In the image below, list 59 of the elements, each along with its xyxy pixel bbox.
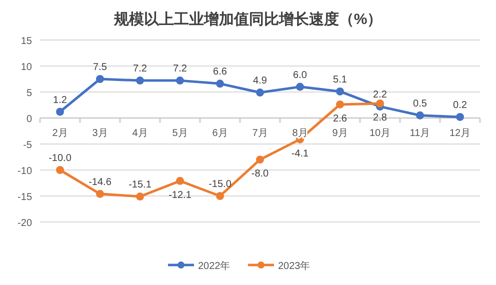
data-label: 7.5: [93, 62, 108, 73]
point: [56, 108, 64, 116]
x-tick-label: 6月: [212, 128, 228, 139]
x-tick-label: 2月: [52, 128, 68, 139]
data-label: 0.2: [453, 100, 468, 111]
data-label: 6.0: [293, 70, 308, 81]
x-tick-label: 9月: [332, 128, 348, 139]
data-label: 1.2: [53, 94, 68, 106]
data-label: 4.9: [253, 76, 268, 87]
data-label: 2.8: [373, 112, 388, 124]
data-label: 7.2: [133, 64, 148, 75]
point: [96, 190, 104, 198]
chart-title: 规模以上工业增加值同比增长速度（%）: [112, 10, 382, 28]
point: [416, 111, 424, 120]
y-tick-label: -15: [18, 192, 32, 203]
point: [96, 75, 104, 83]
point: [216, 80, 224, 88]
point: [216, 192, 224, 200]
point: [176, 76, 184, 85]
y-tick-label: 0: [26, 114, 32, 125]
point: [136, 76, 144, 85]
point: [256, 156, 264, 164]
legend-label: 2022年: [198, 260, 230, 272]
point: [176, 176, 184, 185]
data-label: -15.1: [128, 180, 152, 191]
data-label: 2.2: [373, 90, 388, 101]
y-tick-label: -5: [23, 140, 32, 151]
y-tick-label: 10: [20, 62, 32, 73]
x-tick-label: 12月: [449, 128, 471, 139]
x-tick-label: 5月: [172, 128, 188, 139]
x-tick-label: 3月: [92, 128, 108, 139]
data-label: -10.0: [48, 153, 72, 164]
point: [56, 166, 64, 174]
data-label: 2.6: [333, 113, 348, 124]
data-label: 7.2: [173, 64, 188, 75]
point: [336, 87, 344, 96]
data-label: -12.1: [168, 190, 192, 201]
data-label: -4.1: [291, 148, 310, 160]
x-tick-label: 4月: [132, 128, 148, 139]
point: [256, 88, 264, 97]
point: [376, 99, 384, 108]
x-tick-label: 11月: [410, 128, 430, 139]
data-label: -14.6: [88, 176, 112, 188]
x-tick-label: 10月: [369, 128, 391, 139]
y-tick-label: 15: [20, 36, 32, 47]
data-label: 6.6: [213, 66, 228, 78]
data-label: -15.0: [208, 179, 232, 190]
point: [456, 112, 464, 121]
data-label: 5.1: [333, 74, 348, 86]
data-label: -8.0: [251, 168, 270, 180]
data-label: 0.5: [413, 98, 428, 110]
x-tick-label: 7月: [252, 128, 268, 139]
y-tick-label: 5: [26, 88, 32, 99]
y-tick-label: -10: [18, 166, 32, 177]
point: [136, 192, 144, 201]
point: [336, 100, 344, 108]
point: [296, 82, 304, 91]
legend-label: 2023年: [278, 260, 310, 272]
y-tick-label: -20: [18, 218, 32, 229]
